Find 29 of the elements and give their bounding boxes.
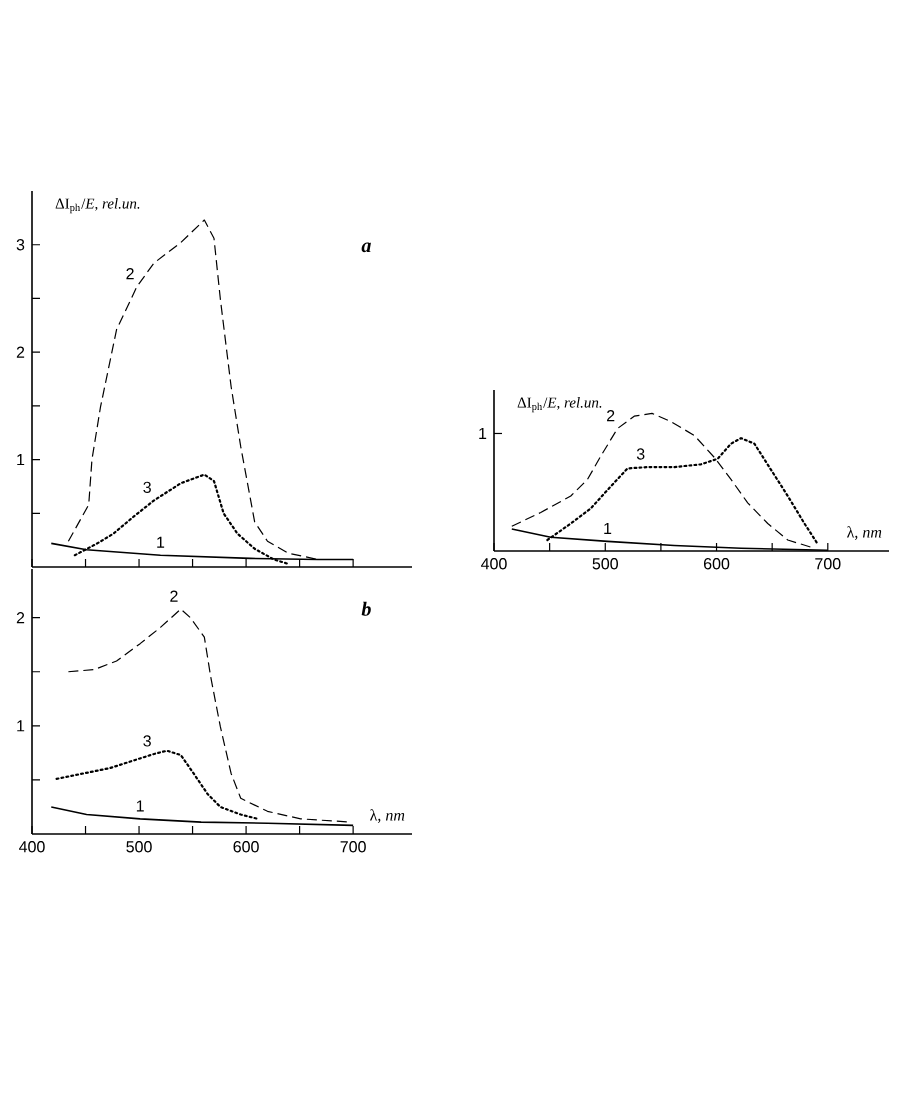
x-tick-label: 500 [592,558,618,570]
y-tick-label: 2 [16,346,25,358]
text: 1 [479,427,487,439]
y-tick-label: 3 [16,239,25,251]
x-tick-label: 600 [704,558,730,570]
annotation: b [361,601,371,616]
series-label: 3 [636,448,645,460]
y-tick-label: 1 [17,720,25,732]
series-label: 2 [607,409,615,422]
y-axis-title: ΔI$_{ph}$/E, rel.un. [517,397,602,413]
series-label: 2 [126,268,134,280]
y-tick-label: 2 [16,612,25,624]
series-label: 1 [604,522,612,534]
x-tick-label: 500 [126,841,152,853]
x-axis-title: λ, nm [847,526,882,540]
x-tick-label: 700 [340,841,366,853]
x-tick-label: 700 [815,558,841,570]
series-label: 1 [157,536,165,548]
y-tick-label: 1 [17,454,25,466]
series-label: 3 [143,735,151,747]
x-tick-label: 600 [233,841,259,853]
y-axis-title: ΔI$_{ph}$/E, rel.un. [55,198,140,214]
x-tick-label: 400 [19,841,45,853]
series-label: 3 [143,481,151,493]
x-axis-title: λ, nm [370,809,405,823]
annotation: a [361,242,371,253]
series-label: 1 [136,800,144,812]
x-tick-label: 400 [481,558,507,570]
series-label: 2 [170,590,178,602]
